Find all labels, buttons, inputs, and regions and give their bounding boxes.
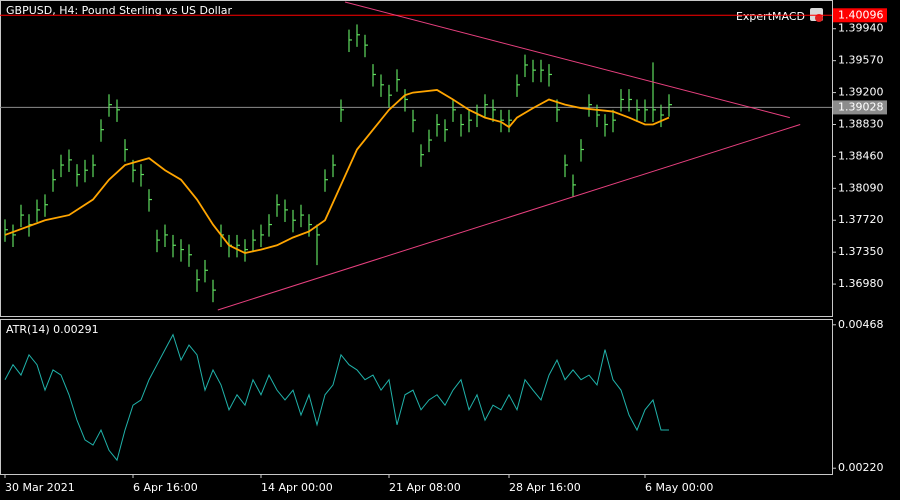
y-tick-label: 1.39570 bbox=[838, 54, 884, 67]
expert-icon-status bbox=[815, 14, 823, 22]
trendline bbox=[217, 124, 801, 311]
price-label-bg bbox=[833, 100, 887, 115]
price-label: 1.39028 bbox=[838, 100, 884, 113]
y-tick-label: 1.39200 bbox=[838, 86, 884, 99]
y-tick-label: 0.00468 bbox=[838, 318, 884, 331]
y-tick-label: 1.37350 bbox=[838, 245, 884, 258]
indicator-title: ATR(14) 0.00291 bbox=[6, 323, 99, 336]
expert-icon bbox=[810, 8, 823, 22]
y-tick-label: 0.00220 bbox=[838, 461, 884, 474]
y-tick-label: 1.36980 bbox=[838, 277, 884, 290]
expert-label: ExpertMACD bbox=[736, 10, 805, 23]
price-label: 1.40096 bbox=[838, 8, 884, 21]
x-tick-label: 14 Apr 00:00 bbox=[261, 481, 333, 494]
y-tick-label: 1.39940 bbox=[838, 22, 884, 35]
x-tick-label: 21 Apr 08:00 bbox=[389, 481, 461, 494]
x-tick-label: 28 Apr 16:00 bbox=[509, 481, 581, 494]
y-tick-label: 1.38830 bbox=[838, 117, 884, 130]
x-tick-label: 30 Mar 2021 bbox=[5, 481, 75, 494]
y-tick-label: 1.37720 bbox=[838, 213, 884, 226]
chart-title: GBPUSD, H4: Pound Sterling vs US Dollar bbox=[6, 4, 233, 17]
indicator-panel-frame bbox=[0, 319, 833, 475]
price-label-bg bbox=[833, 8, 887, 23]
x-tick-label: 6 May 00:00 bbox=[645, 481, 713, 494]
y-tick-label: 1.38090 bbox=[838, 181, 884, 194]
moving-average bbox=[4, 89, 670, 254]
trendline bbox=[344, 1, 790, 119]
main-panel-frame bbox=[0, 0, 833, 317]
y-tick-label: 1.38460 bbox=[838, 149, 884, 162]
x-tick-label: 6 Apr 16:00 bbox=[133, 481, 198, 494]
atr-line bbox=[4, 333, 669, 462]
